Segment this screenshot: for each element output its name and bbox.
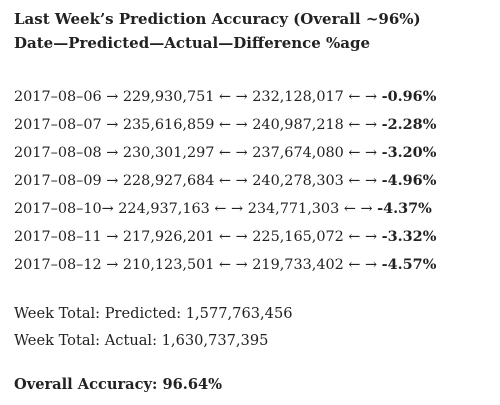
row-difference: -4.96% bbox=[381, 172, 437, 189]
row-separator: → bbox=[101, 201, 119, 217]
prediction-row: 2017–08–09 → 228,927,684 ← → 240,278,303… bbox=[14, 167, 500, 195]
prediction-list: 2017–08–06 → 229,930,751 ← → 232,128,017… bbox=[14, 83, 500, 279]
row-predicted: 235,616,859 bbox=[122, 117, 215, 133]
row-separator: ← → bbox=[214, 257, 253, 273]
row-difference: -3.32% bbox=[381, 228, 437, 245]
row-separator: ← → bbox=[339, 201, 378, 217]
row-separator: → bbox=[101, 117, 123, 133]
row-predicted: 210,123,501 bbox=[122, 257, 215, 273]
row-actual: 240,987,218 bbox=[252, 117, 344, 133]
row-actual: 225,165,072 bbox=[252, 229, 344, 245]
row-actual: 232,128,017 bbox=[252, 89, 344, 105]
row-separator: ← → bbox=[343, 229, 382, 245]
row-actual: 219,733,402 bbox=[252, 257, 344, 273]
row-difference: -4.57% bbox=[381, 256, 437, 273]
row-separator: → bbox=[101, 229, 123, 245]
row-difference: -3.20% bbox=[381, 144, 437, 161]
week-totals: Week Total: Predicted: 1,577,763,456 Wee… bbox=[14, 300, 500, 354]
week-total-predicted: Week Total: Predicted: 1,577,763,456 bbox=[14, 305, 293, 322]
row-separator: ← → bbox=[214, 173, 253, 189]
row-separator: ← → bbox=[214, 117, 253, 133]
row-actual: 240,278,303 bbox=[252, 173, 344, 189]
row-predicted: 229,930,751 bbox=[122, 89, 215, 105]
row-actual: 237,674,080 bbox=[252, 145, 344, 161]
row-difference: -2.28% bbox=[381, 116, 437, 133]
row-date: 2017–08–10 bbox=[14, 201, 102, 217]
row-difference: -4.37% bbox=[377, 200, 432, 217]
row-actual: 234,771,303 bbox=[247, 201, 340, 217]
prediction-row: 2017–08–11 → 217,926,201 ← → 225,165,072… bbox=[14, 223, 500, 251]
row-date: 2017–08–08 bbox=[14, 145, 102, 161]
row-separator: ← → bbox=[214, 229, 253, 245]
row-date: 2017–08–07 bbox=[14, 117, 102, 133]
prediction-row: 2017–08–07 → 235,616,859 ← → 240,987,218… bbox=[14, 111, 500, 139]
row-separator: ← → bbox=[214, 89, 253, 105]
prediction-row: 2017–08–10→ 224,937,163 ← → 234,771,303 … bbox=[14, 195, 500, 223]
row-separator: → bbox=[101, 145, 123, 161]
row-predicted: 217,926,201 bbox=[122, 229, 215, 245]
row-separator: → bbox=[101, 89, 123, 105]
row-predicted: 224,937,163 bbox=[118, 201, 210, 217]
week-total-actual: Week Total: Actual: 1,630,737,395 bbox=[14, 332, 269, 349]
row-separator: ← → bbox=[209, 201, 248, 217]
row-predicted: 230,301,297 bbox=[122, 145, 215, 161]
prediction-row: 2017–08–06 → 229,930,751 ← → 232,128,017… bbox=[14, 83, 500, 111]
row-separator: ← → bbox=[343, 257, 382, 273]
row-difference: -0.96% bbox=[381, 88, 437, 105]
column-legend: Date—Predicted—Actual—Difference %age bbox=[14, 34, 371, 52]
row-date: 2017–08–06 bbox=[14, 89, 102, 105]
prediction-row: 2017–08–08 → 230,301,297 ← → 237,674,080… bbox=[14, 139, 500, 167]
row-separator: ← → bbox=[343, 173, 382, 189]
page-title: Last Week’s Prediction Accuracy (Overall… bbox=[14, 10, 421, 28]
prediction-row: 2017–08–12 → 210,123,501 ← → 219,733,402… bbox=[14, 251, 500, 279]
row-date: 2017–08–12 bbox=[14, 257, 102, 273]
row-date: 2017–08–11 bbox=[14, 229, 102, 245]
row-separator: → bbox=[101, 257, 123, 273]
row-separator: ← → bbox=[343, 145, 382, 161]
row-separator: ← → bbox=[343, 117, 382, 133]
row-separator: ← → bbox=[343, 89, 382, 105]
overall-accuracy: Overall Accuracy: 96.64% bbox=[14, 376, 223, 393]
row-date: 2017–08–09 bbox=[14, 173, 102, 189]
row-separator: → bbox=[101, 173, 123, 189]
row-predicted: 228,927,684 bbox=[122, 173, 215, 189]
row-separator: ← → bbox=[214, 145, 253, 161]
